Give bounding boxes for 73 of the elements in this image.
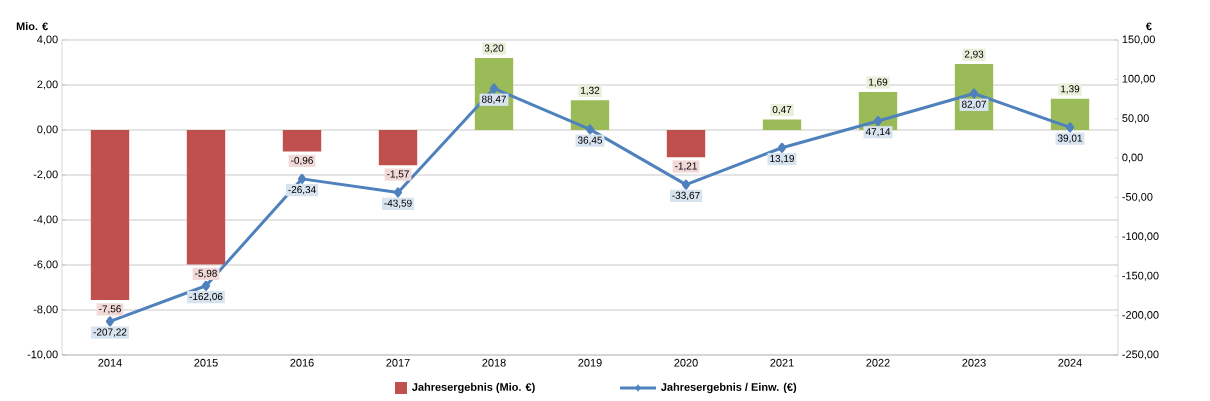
bar [282,130,322,152]
y-tick-label: -4,00 [33,215,58,225]
x-tick-label: 2015 [194,358,218,367]
y-tick-label: -8,00 [33,305,58,315]
data-label: 13,19 [770,154,794,164]
bar [90,130,130,301]
data-label: -1,21 [675,162,697,171]
point [393,187,403,198]
data-label: 0,47 [772,106,792,115]
data-label: 1,32 [581,86,600,96]
y-axis-title: Mio. € [16,22,48,31]
x-tick-label: 2024 [1058,358,1082,367]
y2-tick-label: -200,00 [1122,311,1159,321]
x-tick-label: 2023 [962,358,986,367]
y2-tick-label: 50,00 [1122,114,1149,124]
y2-tick-label: -150,00 [1122,271,1159,281]
x-tick-label: 2016 [290,358,314,367]
y2-axis-title: € [1145,22,1152,31]
point [969,88,979,99]
y2-tick-label: -50,00 [1122,192,1153,203]
data-label: 1,69 [869,78,888,87]
x-tick-label: 2021 [770,358,794,367]
x-tick-label: 2017 [386,358,410,367]
x-tick-label: 2019 [578,358,602,367]
point [105,316,115,327]
bar [762,119,802,130]
point [201,280,211,291]
data-label: -1,57 [387,170,409,179]
data-label: 82,07 [961,100,986,109]
y2-tick-label: -100,00 [1122,232,1159,242]
point [1065,122,1075,133]
point [777,142,787,153]
data-label: 36,45 [577,136,603,145]
y-tick-label: 0,00 [37,125,58,135]
x-tick-label: 2022 [866,358,890,367]
data-label: -162,06 [189,292,223,302]
data-label: 3,20 [484,44,504,53]
y2-tick-label: -250,00 [1122,350,1159,360]
legend-label: Jahresergebnis (Mio. €) [412,382,535,394]
bar [666,130,706,158]
legend-label: Jahresergebnis / Einw. (€) [661,382,797,394]
data-label: 39,01 [1057,134,1082,143]
y-tick-label: -10,00 [27,350,58,360]
point [489,83,499,94]
y2-tick-label: 150,00 [1122,35,1155,45]
x-tick-label: 2020 [674,358,698,367]
y-tick-label: -6,00 [33,260,58,270]
y-tick-label: 2,00 [37,80,58,90]
x-tick-label: 2014 [98,358,122,367]
bar [186,130,226,265]
data-label: -33,67 [672,191,700,201]
data-label: 47,14 [865,128,891,137]
data-label: -26,34 [288,186,316,195]
data-label: 2,93 [964,50,984,59]
point [297,173,307,184]
data-label: 1,39 [1061,85,1080,94]
bar [378,130,418,166]
y-tick-label: 4,00 [37,35,58,45]
data-label: -0,96 [291,156,313,166]
point [873,116,883,126]
data-label: -207,22 [93,328,127,337]
data-label: -7,56 [99,305,121,314]
bar [570,100,610,130]
y2-tick-label: 100,00 [1122,74,1155,84]
data-label: -5,98 [195,269,217,278]
point [585,124,595,135]
bar [1050,98,1090,130]
data-label: 88,47 [481,95,506,104]
y-tick-label: -2,00 [33,170,58,180]
y2-tick-label: 0,00 [1122,153,1143,163]
data-label: -43,59 [384,199,412,208]
point [681,179,691,190]
x-tick-label: 2018 [482,358,506,367]
